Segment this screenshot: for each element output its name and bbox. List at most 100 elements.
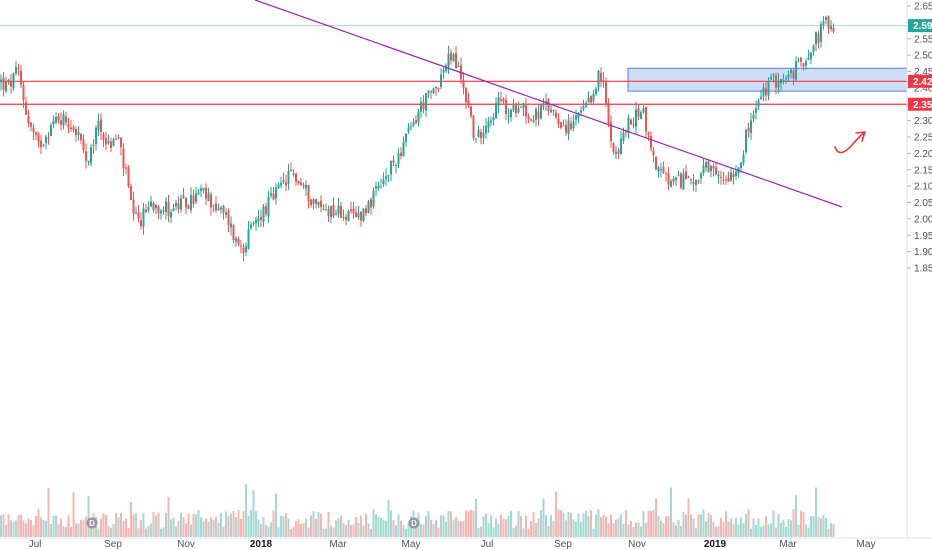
volume-bar [7,514,10,537]
volume-bar [207,521,210,537]
dividend-marker[interactable] [86,517,98,529]
volume-bar [540,510,542,537]
candle-body [310,199,312,206]
volume-bar [775,527,777,537]
volume-bar [22,520,25,537]
volume-bar [377,516,380,537]
dividend-marker[interactable] [408,517,420,529]
candle-body [60,120,62,125]
candle-body [337,205,340,215]
volume-bar [135,513,137,537]
volume-bar [725,511,727,537]
candle-body [417,111,420,123]
candle-body [102,133,105,140]
arrow-annotation[interactable] [834,132,865,154]
volume-bar [785,526,787,537]
volume-bar [365,513,367,537]
volume-bar [777,513,780,537]
candle-body [0,79,2,83]
price-tick-label: 2.45 [914,67,932,78]
candle-body [67,124,70,128]
volume-bar [550,515,552,537]
candle-body [475,138,477,140]
candle-body [380,186,382,188]
candle-body [470,106,472,117]
volume-bar [220,512,222,537]
volume-bar [745,514,747,537]
volume-bar [245,484,247,537]
volume-bar [575,521,577,537]
candle-body [162,209,165,212]
candle-body [517,108,520,113]
price-badges: 2.59 2.42 2.35 [908,19,932,111]
volume-bar [342,523,345,537]
candle-body [605,81,607,104]
candle-body [625,131,627,133]
volume-bar [380,517,382,537]
candle-body [635,109,637,127]
volume-bar [97,528,100,537]
price-tick-label: 2.65 [914,2,932,13]
time-tick-label: 2018 [250,539,273,550]
volume-bar [732,524,735,537]
volume-bar [832,523,835,537]
candle-body [430,91,432,93]
volume-bar [180,512,182,537]
volume-bar [50,523,52,537]
volume-bar [115,512,117,537]
volume-bar [597,509,600,537]
volume-bar [695,528,697,537]
candle-body [285,182,287,186]
candle-body [670,180,672,187]
volume-bar [257,519,260,537]
arrow-annotation-head [855,131,866,142]
candle-body [15,67,17,74]
volume-bar [462,520,465,537]
volume-bar [212,520,215,537]
candle-body [787,74,790,79]
volume-bar [150,523,152,537]
price-tick-label: 2.10 [914,182,932,193]
volume-bar [370,528,372,537]
volume-bar [812,515,815,537]
volume-bar [605,516,607,537]
volume-bar [440,515,442,537]
candle-body [730,172,732,181]
volume-bar [190,524,192,537]
candle-body [582,106,585,109]
candle-body [410,126,412,128]
volume-bar [815,487,817,537]
volume-bar [25,523,27,537]
volume-bar [507,515,510,537]
price-tick-label: 2.40 [914,83,932,94]
volume-bar [760,526,762,537]
candle-body [367,201,370,213]
candle-body [762,87,765,97]
candle-body [817,34,820,43]
volume-bar [702,509,705,537]
candle-body [757,100,760,107]
trend-line[interactable] [254,0,843,208]
volume-bar [762,525,765,537]
candle-body [532,120,535,123]
candle-body [612,143,615,153]
candle-body [585,102,587,107]
volume-bar [720,517,722,537]
candle-body [120,137,122,148]
price-tick-label: 2.05 [914,198,932,209]
candle-body [655,157,657,170]
candle-body [557,118,560,124]
candle-body [462,79,465,88]
candle-body [402,141,405,157]
volume-bar [272,510,275,537]
candle-body [395,164,397,166]
candle-body [80,134,82,141]
volume-bar [522,528,525,537]
candle-body [95,127,97,145]
time-axis[interactable]: Jul Sep Nov 2018 Mar May Jul Sep Nov 2019 Mar May [29,539,876,550]
candle-body [810,52,812,59]
candle-body [70,127,72,130]
volume-bar [57,524,60,537]
